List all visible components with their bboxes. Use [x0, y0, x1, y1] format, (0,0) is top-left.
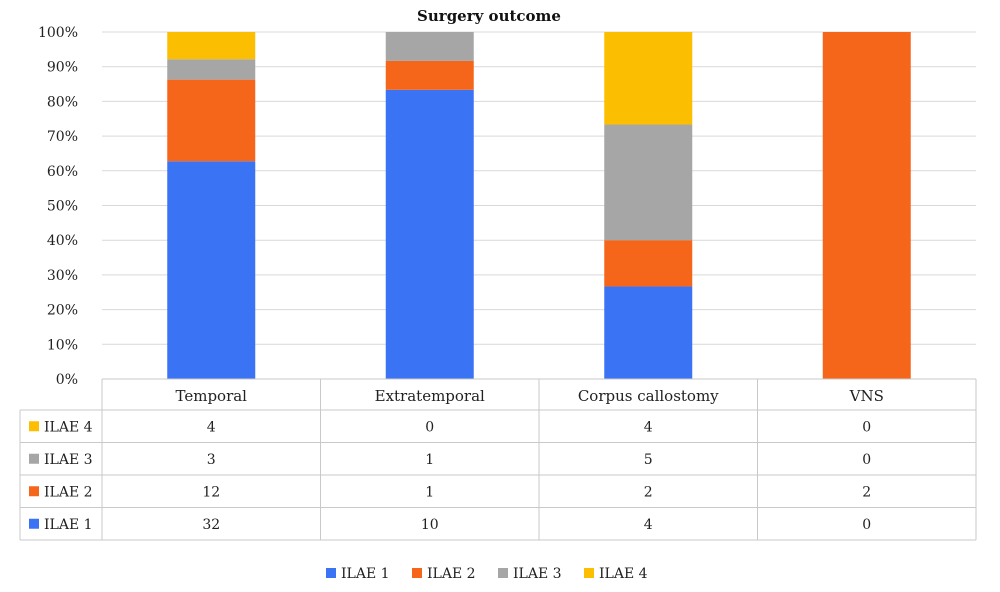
table-cell: 3 — [207, 452, 216, 468]
bar-segment — [385, 89, 474, 379]
table-cell: 1 — [425, 484, 434, 500]
bar-segment — [604, 32, 693, 125]
bar-segment — [604, 124, 693, 241]
legend-swatch — [326, 568, 336, 578]
legend-label: ILAE 1 — [341, 566, 390, 582]
bar-segment — [604, 286, 693, 379]
legend-label: ILAE 4 — [599, 566, 648, 582]
table-legend-swatch — [29, 518, 39, 529]
y-tick-label: 20% — [47, 303, 78, 319]
bar-segment — [604, 240, 693, 287]
table-cell: 32 — [202, 517, 220, 533]
table-cell: 2 — [644, 484, 653, 500]
table-cell: 0 — [862, 419, 871, 435]
legend-swatch — [498, 568, 508, 578]
y-tick-label: 90% — [47, 60, 78, 76]
y-tick-label: 0% — [56, 372, 78, 388]
x-category-label: Extratemporal — [375, 387, 485, 405]
table-cell: 10 — [421, 517, 439, 533]
table-series-label: ILAE 2 — [44, 484, 93, 500]
legend-label: ILAE 3 — [513, 566, 562, 582]
y-tick-label: 30% — [47, 268, 78, 284]
y-tick-label: 10% — [47, 337, 78, 353]
bar-segment — [385, 32, 474, 61]
y-tick-label: 80% — [47, 94, 78, 110]
legend-swatch — [412, 568, 422, 578]
table-series-label: ILAE 3 — [44, 452, 93, 468]
legend-label: ILAE 2 — [427, 566, 476, 582]
table-cell: 2 — [862, 484, 871, 500]
bars — [167, 32, 911, 379]
bar-segment — [385, 60, 474, 90]
bar-segment — [167, 161, 256, 379]
x-category-label: Temporal — [176, 387, 248, 405]
y-tick-label: 70% — [47, 129, 78, 145]
table-series-label: ILAE 4 — [44, 419, 93, 435]
y-tick-label: 60% — [47, 164, 78, 180]
table-cell: 0 — [425, 419, 434, 435]
table-legend-swatch — [29, 453, 39, 464]
y-tick-label: 40% — [47, 233, 78, 249]
table-cell: 0 — [862, 452, 871, 468]
table-series-label: ILAE 1 — [44, 517, 93, 533]
x-category-label: Corpus callostomy — [578, 387, 719, 405]
y-tick-label: 100% — [38, 25, 78, 41]
data-table: Temporal Extratemporal Corpus callostomy VN… — [19, 378, 977, 541]
x-category-label: VNS — [849, 387, 884, 405]
chart-title: Surgery outcome — [417, 7, 561, 25]
table-legend-swatch — [29, 421, 39, 432]
table-cell: 0 — [862, 517, 871, 533]
y-axis-ticks: 0% 10% 20% 30% 40% 50% 60% 70% 80% 90% 100% — [38, 25, 78, 388]
bar-segment — [822, 32, 911, 379]
table-cell: 4 — [207, 419, 216, 435]
table-cell: 4 — [644, 419, 653, 435]
table-legend-swatch — [29, 486, 39, 497]
y-tick-label: 50% — [47, 199, 78, 215]
bar-segment — [167, 79, 256, 162]
bar-segment — [167, 32, 256, 60]
table-cell: 1 — [425, 452, 434, 468]
bar-segment — [167, 59, 256, 80]
table-cell: 5 — [644, 452, 653, 468]
table-cell: 4 — [644, 517, 653, 533]
table-cell: 12 — [202, 484, 220, 500]
legend-swatch — [584, 568, 594, 578]
legend: ILAE 1 ILAE 2 ILAE 3 ILAE 4 — [326, 566, 648, 582]
